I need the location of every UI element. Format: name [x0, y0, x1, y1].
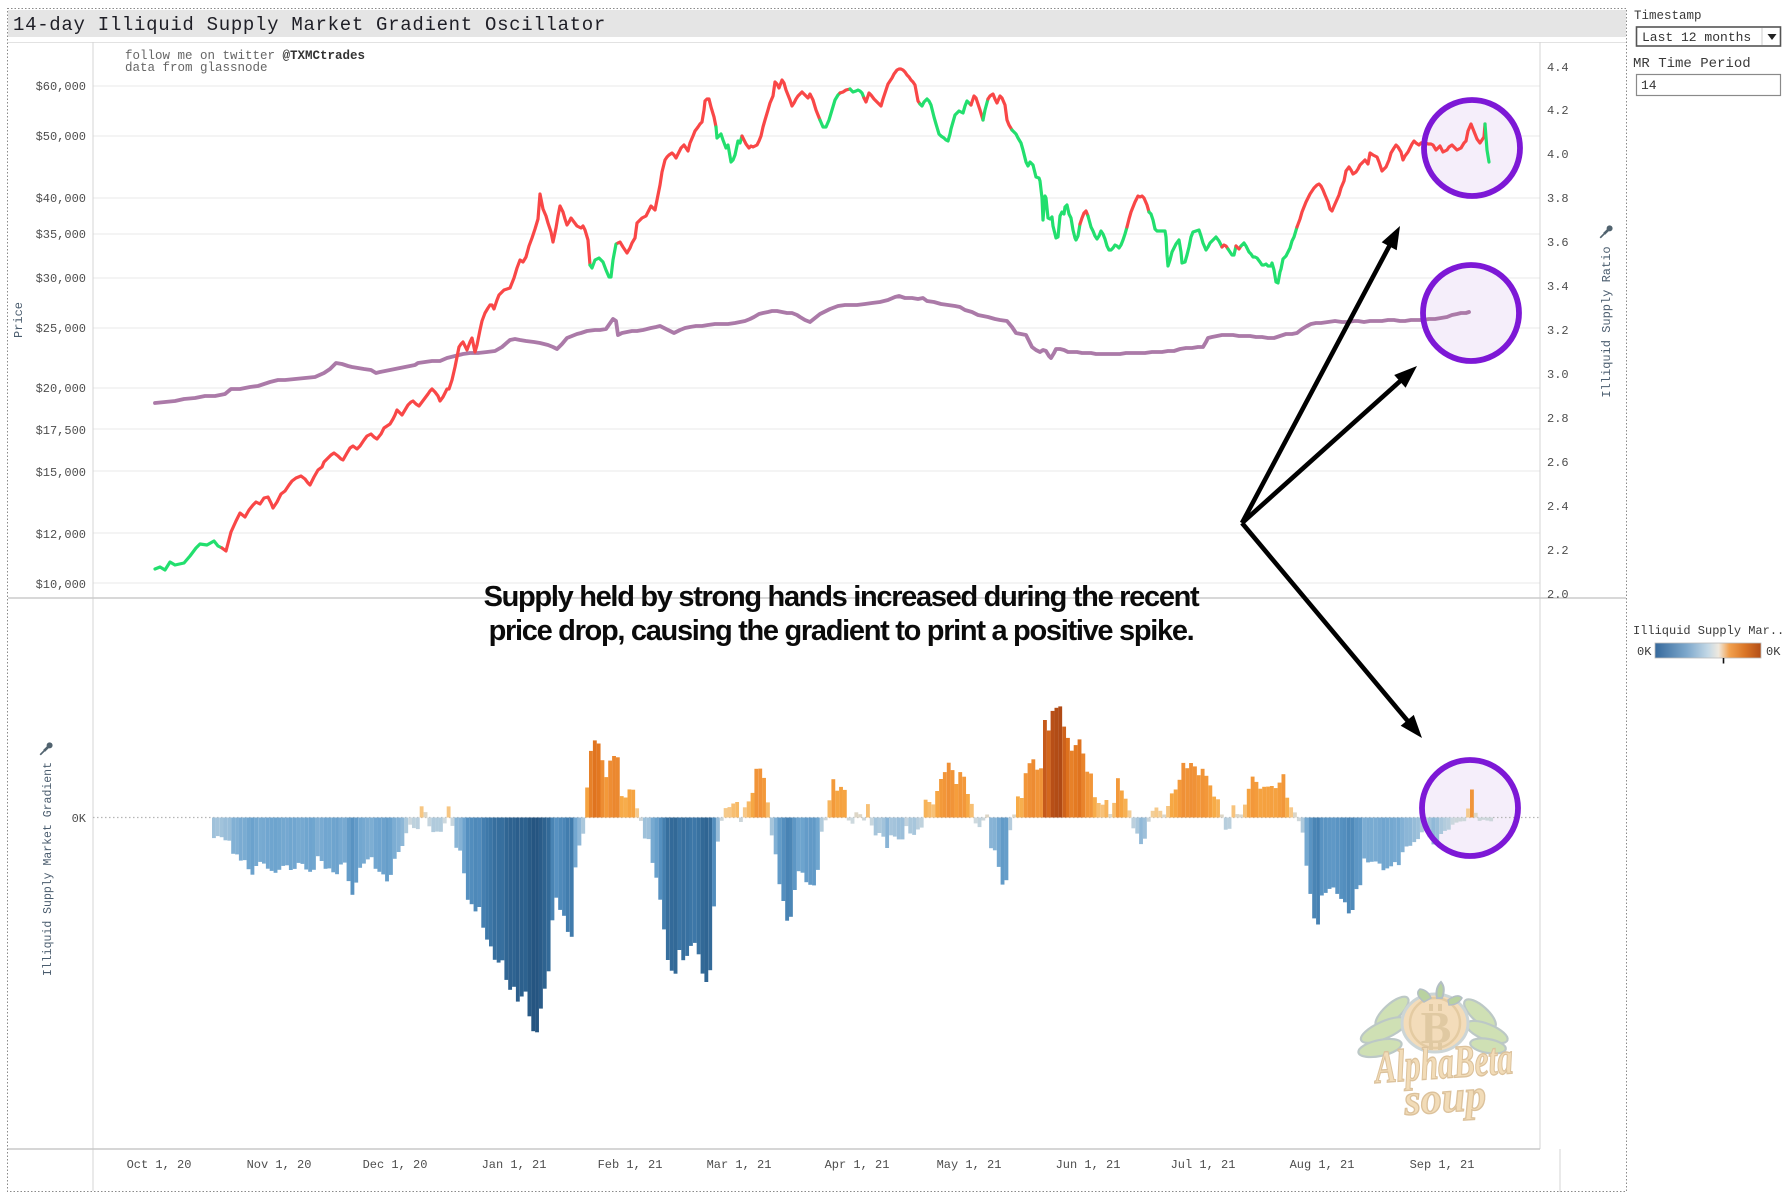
svg-text:0K: 0K [1766, 645, 1781, 659]
svg-text:0K: 0K [72, 812, 87, 826]
svg-text:0K: 0K [1637, 645, 1652, 659]
svg-text:Apr 1, 21: Apr 1, 21 [825, 1158, 890, 1172]
svg-text:$17,500: $17,500 [36, 424, 86, 438]
svg-text:Jun 1, 21: Jun 1, 21 [1056, 1158, 1121, 1172]
svg-text:Last 12 months: Last 12 months [1642, 30, 1751, 45]
svg-text:Feb 1, 21: Feb 1, 21 [598, 1158, 663, 1172]
svg-text:Jul 1, 21: Jul 1, 21 [1171, 1158, 1236, 1172]
svg-text:price drop, causing the gradie: price drop, causing the gradient to prin… [489, 615, 1194, 647]
svg-text:$30,000: $30,000 [36, 272, 86, 286]
svg-text:Oct 1, 20: Oct 1, 20 [127, 1158, 192, 1172]
svg-text:$25,000: $25,000 [36, 322, 86, 336]
svg-text:soup: soup [1401, 1070, 1487, 1125]
svg-text:$12,000: $12,000 [36, 528, 86, 542]
svg-text:Price: Price [12, 302, 26, 338]
svg-text:$60,000: $60,000 [36, 80, 86, 94]
svg-text:$10,000: $10,000 [36, 578, 86, 592]
svg-text:4.2: 4.2 [1547, 104, 1569, 118]
svg-text:follow me on twitter @TXMCtrad: follow me on twitter @TXMCtrades [125, 49, 365, 63]
svg-text:Illiquid Supply Ratio: Illiquid Supply Ratio [1600, 246, 1614, 397]
svg-text:AlphaBeta: AlphaBeta [1371, 1032, 1514, 1093]
svg-text:Sep 1, 21: Sep 1, 21 [1410, 1158, 1475, 1172]
svg-text:$35,000: $35,000 [36, 228, 86, 242]
svg-text:2.6: 2.6 [1547, 456, 1569, 470]
svg-text:May 1, 21: May 1, 21 [937, 1158, 1002, 1172]
svg-text:B: B [1421, 1002, 1452, 1053]
svg-text:3.0: 3.0 [1547, 368, 1569, 382]
svg-text:3.2: 3.2 [1547, 324, 1569, 338]
svg-text:Nov 1, 20: Nov 1, 20 [247, 1158, 312, 1172]
svg-text:Illiquid Supply Market Gradien: Illiquid Supply Market Gradient [42, 762, 55, 976]
svg-text:Aug 1, 21: Aug 1, 21 [1290, 1158, 1355, 1172]
svg-text:Supply held by strong hands in: Supply held by strong hands increased du… [484, 581, 1200, 613]
svg-text:2.4: 2.4 [1547, 500, 1569, 514]
svg-text:4.4: 4.4 [1547, 61, 1569, 75]
svg-text:3.4: 3.4 [1547, 280, 1569, 294]
svg-text:MR Time Period: MR Time Period [1633, 56, 1751, 72]
svg-text:$15,000: $15,000 [36, 466, 86, 480]
svg-text:data from glassnode: data from glassnode [125, 61, 268, 75]
svg-text:14: 14 [1641, 78, 1657, 93]
svg-text:14-day Illiquid Supply Market: 14-day Illiquid Supply Market Gradient O… [13, 14, 606, 36]
svg-text:Dec 1, 20: Dec 1, 20 [363, 1158, 428, 1172]
svg-text:2.8: 2.8 [1547, 412, 1569, 426]
svg-text:2.2: 2.2 [1547, 544, 1569, 558]
svg-text:Jan 1, 21: Jan 1, 21 [482, 1158, 547, 1172]
svg-text:Illiquid Supply Mar..: Illiquid Supply Mar.. [1633, 624, 1784, 638]
svg-text:Timestamp: Timestamp [1634, 9, 1702, 23]
svg-text:$50,000: $50,000 [36, 130, 86, 144]
svg-text:Mar 1, 21: Mar 1, 21 [707, 1158, 772, 1172]
svg-text:3.8: 3.8 [1547, 192, 1569, 206]
svg-text:4.0: 4.0 [1547, 148, 1569, 162]
svg-text:3.6: 3.6 [1547, 236, 1569, 250]
svg-text:$40,000: $40,000 [36, 192, 86, 206]
svg-text:2.0: 2.0 [1547, 588, 1569, 602]
svg-text:$20,000: $20,000 [36, 382, 86, 396]
